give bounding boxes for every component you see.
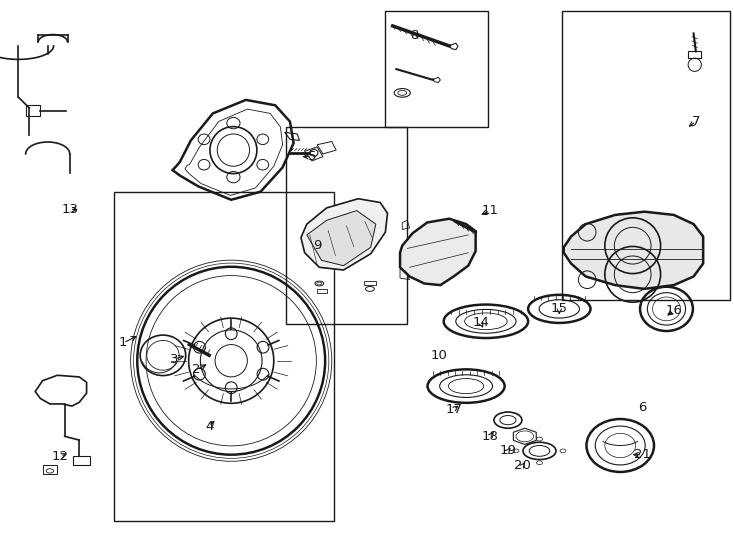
Bar xyxy=(317,289,327,293)
Bar xyxy=(286,127,407,324)
Bar xyxy=(562,11,730,300)
Bar xyxy=(26,105,40,116)
Polygon shape xyxy=(400,219,476,285)
Text: 10: 10 xyxy=(431,349,447,362)
Text: 4: 4 xyxy=(205,420,214,433)
Text: 1: 1 xyxy=(119,336,128,349)
Text: 20: 20 xyxy=(515,459,531,472)
Text: 7: 7 xyxy=(691,115,700,128)
Bar xyxy=(688,51,701,58)
Text: 3: 3 xyxy=(170,353,178,366)
Polygon shape xyxy=(307,211,376,266)
Text: 18: 18 xyxy=(482,430,498,443)
Bar xyxy=(385,11,488,127)
Bar xyxy=(43,465,57,474)
Text: 12: 12 xyxy=(51,450,69,463)
Polygon shape xyxy=(301,199,388,270)
Text: 19: 19 xyxy=(500,444,516,457)
Polygon shape xyxy=(564,212,703,289)
Text: 5: 5 xyxy=(308,150,316,163)
Text: 16: 16 xyxy=(666,304,682,317)
Bar xyxy=(114,192,334,521)
Bar xyxy=(364,281,376,285)
Text: 11: 11 xyxy=(482,204,499,217)
Text: 8: 8 xyxy=(410,29,419,42)
Text: 14: 14 xyxy=(473,316,489,329)
Bar xyxy=(73,456,90,465)
Text: 6: 6 xyxy=(638,401,647,414)
Text: 13: 13 xyxy=(61,203,79,216)
Text: 21: 21 xyxy=(633,448,651,461)
Text: 2: 2 xyxy=(192,363,201,376)
Text: 15: 15 xyxy=(550,302,568,315)
Text: 17: 17 xyxy=(445,403,462,416)
Text: 9: 9 xyxy=(313,239,321,252)
